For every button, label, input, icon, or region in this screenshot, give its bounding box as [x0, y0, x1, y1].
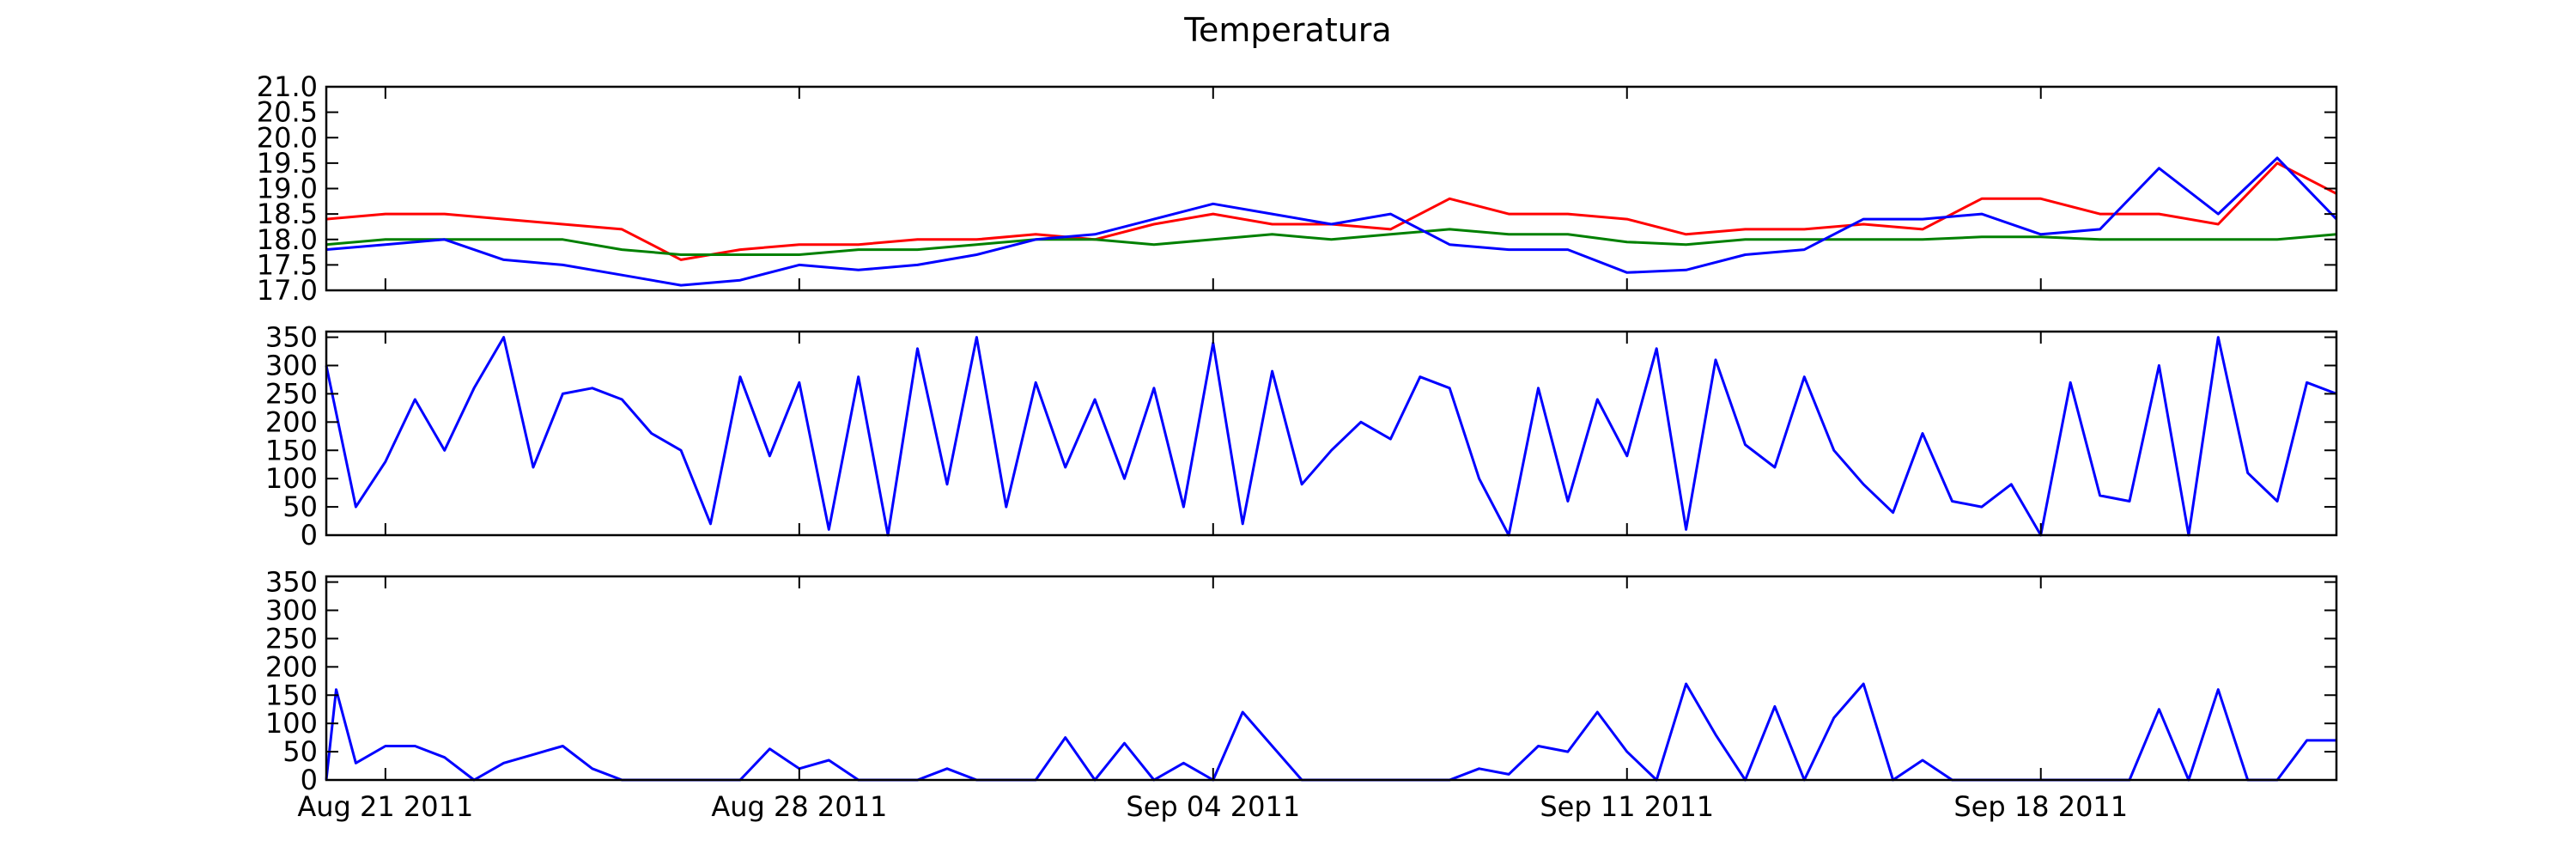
panel-3-ytick-label: 100: [265, 707, 318, 740]
panel-1-ytick-label: 18.0: [257, 223, 318, 256]
panel-2-ytick-label: 100: [265, 462, 318, 495]
panel-2-x-ticks: [384, 332, 2042, 535]
panel-3-series: [325, 682, 2336, 782]
panel-1-x-ticks: [384, 87, 2042, 290]
panel-2-ytick-label: 200: [265, 405, 318, 438]
panel-1-series-line-1: [325, 161, 2337, 261]
x-tick-label: Sep 18 2011: [1953, 790, 2128, 823]
panel-2-ytick-label: 0: [301, 519, 318, 551]
panel-2-frame: [325, 330, 2338, 537]
panel-1-ytick-label: 17.5: [257, 248, 318, 281]
panel-2-series: [325, 336, 2337, 537]
x-tick-label: Sep 04 2011: [1126, 790, 1300, 823]
panel-2-ytick-label: 150: [265, 434, 318, 466]
panel-3-x-ticks: [384, 576, 2042, 780]
panel-2-ytick-label: 250: [265, 377, 318, 410]
x-tick-label: Aug 21 2011: [297, 790, 473, 823]
panel-2-ytick-label: 300: [265, 350, 318, 382]
panel-1-ytick-label: 19.0: [257, 173, 318, 205]
panel-1-ytick-label: 18.5: [257, 198, 318, 230]
panel-3-frame: [325, 575, 2338, 782]
panel-1-ytick-label: 17.0: [257, 274, 318, 307]
panel-3-series-line-1: [325, 682, 2336, 782]
x-axis-labels: Aug 21 2011 Aug 28 2011 Sep 04 2011 Sep 11 …: [297, 790, 2128, 823]
panel-2-series-line-1: [325, 336, 2337, 537]
panel-3-ytick-label: 0: [301, 764, 318, 796]
panel-2-ytick-label: 50: [283, 490, 318, 523]
x-tick-label: Sep 11 2011: [1540, 790, 1714, 823]
panel-3-ytick-label: 250: [265, 622, 318, 655]
x-tick-label: Aug 28 2011: [711, 790, 887, 823]
panel-3-ytick-label: 150: [265, 679, 318, 711]
panel-1-frame: [325, 85, 2338, 292]
panel-1-series: [325, 156, 2338, 287]
panel-1-series-line-3: [325, 156, 2338, 287]
panel-1-series-line-2: [325, 228, 2337, 256]
panel-1-ytick-label: 20.0: [257, 121, 318, 154]
panel-temperature: 17.017.518.018.519.019.520.020.521.0: [257, 70, 2338, 307]
panel-3-ytick-label: 200: [265, 650, 318, 683]
panel-3-ytick-label: 50: [283, 735, 318, 768]
panel-3-ytick-label: 350: [265, 566, 318, 599]
panel-1-ytick-label: 19.5: [257, 147, 318, 180]
chart-title: Temperatura: [1183, 11, 1391, 49]
panel-2-ytick-label: 350: [265, 321, 318, 354]
panel-3-ytick-label: 300: [265, 594, 318, 627]
panel-1-ytick-label: 20.5: [257, 96, 318, 129]
panel-1-y-axis: 17.017.518.018.519.019.520.020.521.0: [257, 70, 2336, 307]
panel-1-ytick-label: 21.0: [257, 70, 318, 103]
